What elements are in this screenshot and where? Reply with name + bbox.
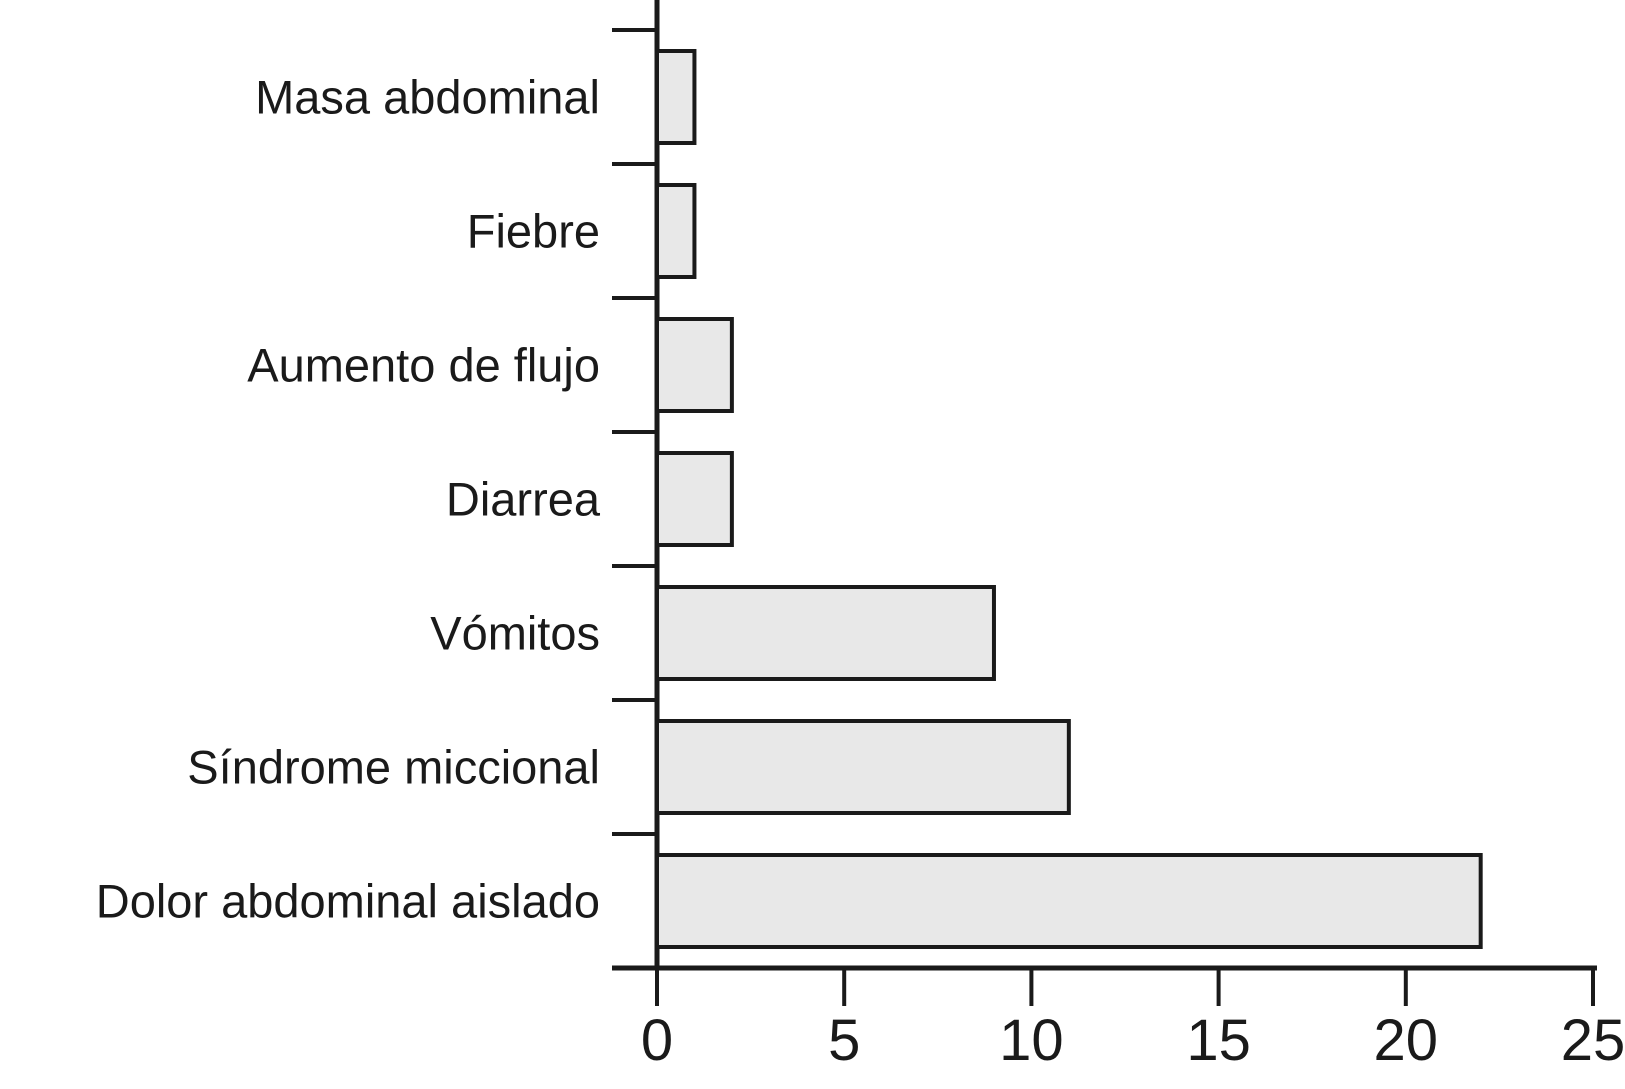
x-tick-label: 0: [641, 1008, 673, 1073]
category-label: Masa abdominal: [255, 71, 600, 124]
bar: [655, 451, 734, 547]
bar: [655, 585, 996, 681]
x-tick-label: 25: [1561, 1008, 1625, 1073]
bar: [655, 719, 1071, 815]
category-label: Fiebre: [467, 205, 600, 258]
bar: [655, 49, 697, 145]
x-tick-label: 5: [828, 1008, 860, 1073]
category-label: Dolor abdominal aislado: [96, 875, 600, 928]
x-tick-label: 15: [1186, 1008, 1251, 1073]
bar: [655, 317, 734, 413]
bar: [655, 853, 1483, 949]
category-label: Aumento de flujo: [247, 339, 600, 392]
category-label: Vómitos: [430, 607, 600, 660]
x-tick-label: 20: [1374, 1008, 1439, 1073]
category-label: Diarrea: [446, 473, 601, 526]
category-label: Síndrome miccional: [187, 741, 600, 794]
bar: [655, 183, 697, 279]
x-tick-label: 10: [999, 1008, 1064, 1073]
